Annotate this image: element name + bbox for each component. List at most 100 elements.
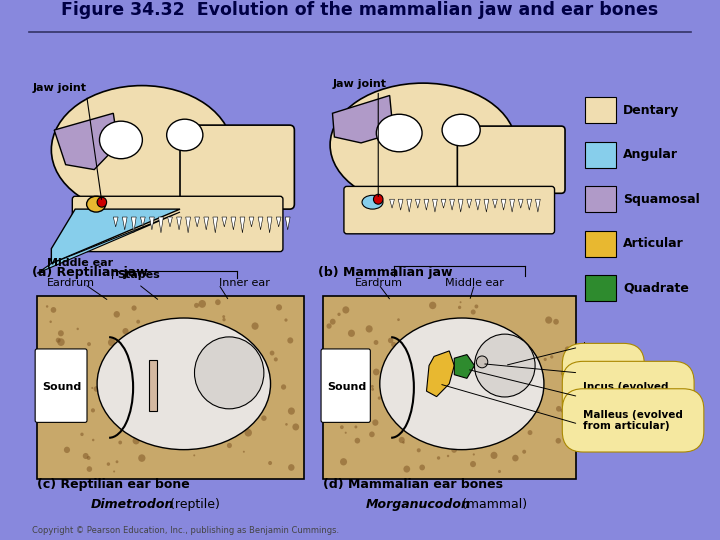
Polygon shape: [433, 199, 437, 212]
Bar: [37, 296, 304, 479]
Ellipse shape: [99, 121, 143, 159]
Circle shape: [374, 194, 383, 204]
Circle shape: [227, 417, 233, 423]
Polygon shape: [140, 217, 145, 227]
Circle shape: [354, 426, 357, 428]
Circle shape: [528, 386, 531, 388]
Text: Incus (evolved
from quadrate): Incus (evolved from quadrate): [583, 382, 673, 404]
Circle shape: [138, 454, 145, 462]
Circle shape: [451, 447, 457, 453]
Circle shape: [474, 305, 478, 308]
FancyBboxPatch shape: [180, 125, 294, 209]
Text: Copyright © Pearson Education, Inc., publishing as Benjamin Cummings.: Copyright © Pearson Education, Inc., pub…: [32, 526, 339, 535]
Circle shape: [268, 461, 272, 465]
Text: (a) Reptilian jaw: (a) Reptilian jaw: [32, 266, 148, 279]
Polygon shape: [195, 217, 199, 227]
Circle shape: [474, 350, 477, 353]
Text: Eardrum: Eardrum: [354, 278, 402, 288]
FancyBboxPatch shape: [35, 349, 87, 422]
Circle shape: [124, 348, 127, 350]
Circle shape: [215, 299, 221, 305]
Circle shape: [250, 392, 253, 396]
Circle shape: [97, 197, 107, 207]
Circle shape: [330, 319, 336, 325]
Text: Morganucodon: Morganucodon: [366, 497, 471, 510]
Polygon shape: [122, 217, 127, 230]
Text: Sound: Sound: [328, 382, 367, 393]
Text: Stapes: Stapes: [117, 271, 160, 280]
Circle shape: [362, 354, 369, 361]
Circle shape: [136, 320, 140, 323]
Polygon shape: [132, 217, 136, 233]
Polygon shape: [258, 217, 263, 230]
Circle shape: [53, 388, 60, 395]
Circle shape: [281, 384, 286, 390]
Circle shape: [560, 409, 564, 413]
Ellipse shape: [51, 85, 233, 214]
Polygon shape: [467, 199, 472, 208]
Polygon shape: [459, 199, 463, 212]
Text: Figure 34.32  Evolution of the mammalian jaw and ear bones: Figure 34.32 Evolution of the mammalian …: [61, 1, 659, 19]
Circle shape: [473, 454, 475, 456]
Circle shape: [522, 450, 526, 454]
Circle shape: [261, 415, 266, 421]
Circle shape: [419, 464, 425, 470]
Circle shape: [345, 431, 347, 434]
Circle shape: [287, 338, 293, 343]
Bar: [585, 231, 616, 256]
Circle shape: [497, 380, 503, 386]
Circle shape: [152, 386, 158, 393]
Circle shape: [536, 410, 540, 413]
Circle shape: [335, 355, 338, 357]
Polygon shape: [390, 199, 395, 208]
Circle shape: [122, 328, 129, 334]
Text: Inner ear: Inner ear: [218, 278, 269, 288]
Circle shape: [470, 461, 476, 467]
Circle shape: [132, 306, 137, 310]
Ellipse shape: [442, 114, 480, 146]
Circle shape: [490, 452, 498, 459]
Circle shape: [222, 315, 225, 318]
Circle shape: [118, 441, 122, 444]
Circle shape: [55, 338, 60, 343]
Ellipse shape: [97, 318, 271, 450]
Text: (mammal): (mammal): [459, 497, 528, 510]
Circle shape: [431, 391, 438, 397]
Circle shape: [178, 339, 185, 347]
Circle shape: [412, 339, 418, 345]
Polygon shape: [249, 217, 254, 227]
FancyBboxPatch shape: [321, 349, 370, 422]
Circle shape: [459, 301, 462, 303]
Circle shape: [58, 338, 65, 346]
Polygon shape: [475, 199, 480, 210]
Circle shape: [458, 306, 462, 309]
Circle shape: [237, 353, 244, 360]
Circle shape: [453, 373, 457, 377]
Polygon shape: [536, 199, 540, 212]
Polygon shape: [510, 199, 515, 212]
Circle shape: [516, 341, 521, 347]
Circle shape: [372, 420, 379, 426]
Circle shape: [132, 437, 140, 444]
Circle shape: [239, 342, 243, 347]
Circle shape: [342, 306, 349, 314]
Circle shape: [561, 370, 566, 376]
Circle shape: [270, 350, 274, 355]
Circle shape: [556, 406, 562, 411]
Circle shape: [340, 426, 343, 429]
Circle shape: [450, 429, 455, 434]
Circle shape: [366, 325, 373, 333]
Circle shape: [196, 438, 201, 443]
Circle shape: [46, 305, 48, 308]
Text: Malleus (evolved
from articular): Malleus (evolved from articular): [583, 410, 683, 431]
Circle shape: [40, 407, 47, 414]
Circle shape: [372, 388, 374, 391]
Circle shape: [564, 346, 570, 352]
Circle shape: [76, 415, 80, 420]
Circle shape: [447, 455, 449, 457]
Circle shape: [193, 454, 195, 456]
Circle shape: [76, 328, 79, 330]
Bar: [323, 296, 575, 479]
Polygon shape: [54, 113, 118, 170]
Circle shape: [413, 386, 420, 393]
